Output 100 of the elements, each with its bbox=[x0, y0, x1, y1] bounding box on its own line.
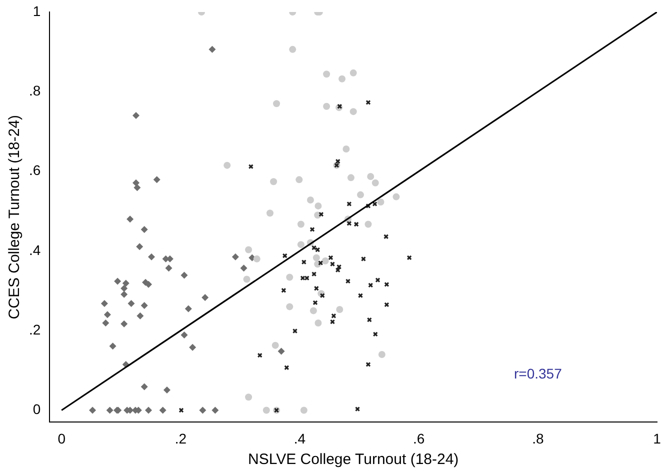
point bbox=[366, 317, 372, 322]
point bbox=[297, 220, 304, 228]
point bbox=[314, 202, 322, 210]
point bbox=[356, 191, 364, 198]
point bbox=[120, 320, 128, 328]
point bbox=[253, 255, 260, 262]
point bbox=[372, 179, 379, 186]
point bbox=[336, 264, 342, 270]
point bbox=[153, 176, 160, 184]
point bbox=[384, 234, 389, 240]
point bbox=[180, 331, 188, 338]
point bbox=[202, 294, 209, 302]
point bbox=[350, 69, 357, 76]
point bbox=[106, 406, 114, 414]
point bbox=[375, 277, 380, 283]
point bbox=[140, 383, 148, 390]
point bbox=[367, 172, 374, 180]
point bbox=[358, 292, 364, 298]
point bbox=[132, 112, 140, 120]
point bbox=[346, 220, 352, 226]
x-tick-label: .6 bbox=[412, 430, 425, 446]
point bbox=[311, 271, 317, 277]
point bbox=[245, 394, 252, 401]
point bbox=[248, 164, 254, 170]
point bbox=[189, 344, 196, 351]
point bbox=[272, 342, 279, 349]
point bbox=[297, 241, 304, 248]
point bbox=[257, 352, 262, 358]
y-tick-label: 0 bbox=[32, 401, 41, 418]
point bbox=[282, 253, 288, 258]
point bbox=[89, 406, 96, 414]
point bbox=[366, 362, 371, 368]
point bbox=[306, 196, 314, 204]
point bbox=[270, 178, 278, 186]
x-tick-label: 1 bbox=[653, 430, 662, 446]
point bbox=[278, 348, 285, 355]
point bbox=[318, 212, 324, 217]
point bbox=[120, 290, 128, 298]
x-axis-title: NSLVE College Turnout (18-24) bbox=[248, 451, 459, 468]
point bbox=[322, 257, 329, 264]
point bbox=[128, 300, 135, 308]
y-tick-label: .4 bbox=[28, 242, 41, 258]
point bbox=[114, 278, 122, 285]
point bbox=[284, 365, 290, 370]
point bbox=[136, 312, 144, 320]
point bbox=[384, 302, 390, 308]
y-tick-label: .2 bbox=[28, 321, 41, 338]
point bbox=[232, 253, 239, 260]
point bbox=[310, 307, 317, 314]
point bbox=[286, 274, 294, 281]
point bbox=[378, 350, 386, 358]
y-tick-label: .6 bbox=[28, 162, 41, 178]
point bbox=[184, 305, 192, 312]
point bbox=[368, 282, 374, 288]
point bbox=[350, 108, 357, 116]
point bbox=[315, 247, 320, 252]
point bbox=[304, 275, 310, 281]
point bbox=[134, 184, 141, 192]
point bbox=[180, 272, 188, 279]
y-tick-label: .8 bbox=[28, 82, 41, 99]
x-tick-label: .4 bbox=[294, 430, 306, 446]
point bbox=[289, 46, 296, 53]
point bbox=[148, 253, 155, 260]
point bbox=[240, 264, 248, 272]
point bbox=[335, 158, 340, 164]
point bbox=[337, 104, 342, 109]
point bbox=[311, 245, 317, 250]
x-tick-label: .2 bbox=[174, 430, 187, 446]
point bbox=[273, 100, 280, 108]
point bbox=[126, 216, 134, 223]
point bbox=[338, 75, 346, 82]
point bbox=[366, 203, 371, 209]
point bbox=[132, 179, 140, 186]
point bbox=[354, 406, 360, 412]
point bbox=[392, 193, 400, 200]
point bbox=[323, 102, 330, 110]
annotation: r=0.357 bbox=[514, 365, 562, 382]
point bbox=[345, 278, 351, 284]
point bbox=[300, 406, 308, 414]
point bbox=[323, 70, 330, 78]
y-tick-label: 1 bbox=[32, 2, 41, 19]
point bbox=[159, 406, 166, 414]
point bbox=[335, 268, 340, 273]
x-tick-label: .8 bbox=[532, 430, 544, 446]
point bbox=[300, 275, 306, 281]
point bbox=[360, 256, 366, 262]
point bbox=[372, 201, 378, 207]
point bbox=[281, 288, 286, 293]
point bbox=[208, 46, 216, 53]
point bbox=[165, 264, 172, 272]
point bbox=[296, 176, 303, 184]
point bbox=[245, 246, 252, 254]
point bbox=[102, 320, 110, 327]
point bbox=[406, 255, 412, 260]
point bbox=[336, 306, 344, 313]
point bbox=[178, 408, 184, 413]
point bbox=[320, 292, 325, 298]
point bbox=[163, 386, 170, 394]
point bbox=[342, 146, 350, 152]
point bbox=[372, 332, 378, 337]
